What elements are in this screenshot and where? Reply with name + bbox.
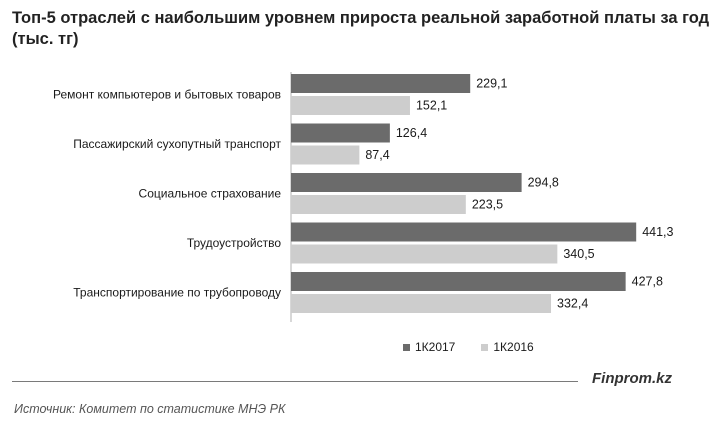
bar-chart: Ремонт компьютеров и бытовых товаров 229,… <box>53 72 674 322</box>
legend-label-1k2017: 1К2017 <box>415 340 456 354</box>
bar-1к2017 <box>291 74 471 93</box>
data-label-1к2016: 332,4 <box>557 297 588 311</box>
bar-1к2017 <box>291 173 522 192</box>
data-label-1к2016: 340,5 <box>563 247 594 261</box>
legend-swatch-1k2016 <box>481 343 489 351</box>
bar-1к2016 <box>291 96 410 115</box>
data-label-1к2017: 229,1 <box>476 77 507 91</box>
data-label-1к2016: 87,4 <box>365 148 389 162</box>
brand-logo-text: Finprom.kz <box>592 370 673 387</box>
data-label-1к2016: 223,5 <box>472 198 503 212</box>
bar-1к2016 <box>291 145 360 165</box>
legend: 1К2017 1К2016 <box>403 340 534 354</box>
source-note: Источник: Комитет по статистике МНЭ РК <box>14 402 286 416</box>
category-label: Социальное страхование <box>139 187 282 201</box>
data-label-1к2017: 441,3 <box>642 225 673 239</box>
bar-1к2016 <box>291 195 466 214</box>
footer-divider <box>12 381 578 382</box>
bar-1к2017 <box>291 222 637 242</box>
data-label-1к2017: 294,8 <box>528 176 559 190</box>
legend-label-1k2016: 1К2016 <box>493 340 534 354</box>
bar-1к2017 <box>291 123 390 143</box>
category-label: Транспортирование по трубопроводу <box>73 286 281 300</box>
category-label: Пассажирский сухопутный транспорт <box>73 137 281 151</box>
data-label-1к2017: 126,4 <box>396 126 427 140</box>
bar-1к2016 <box>291 244 558 264</box>
legend-swatch-1k2017 <box>403 343 410 351</box>
chart-title: Топ-5 отраслей с наибольшим уровнем прир… <box>12 9 710 48</box>
data-label-1к2016: 152,1 <box>416 99 447 113</box>
category-label: Ремонт компьютеров и бытовых товаров <box>53 88 281 102</box>
data-label-1к2017: 427,8 <box>632 275 663 289</box>
bar-1к2017 <box>291 272 626 291</box>
bar-1к2016 <box>291 294 552 313</box>
legend-item-1k2017: 1К2017 <box>403 340 455 354</box>
category-label: Трудоустройство <box>187 236 281 250</box>
legend-item-1k2016: 1К2016 <box>481 340 534 354</box>
